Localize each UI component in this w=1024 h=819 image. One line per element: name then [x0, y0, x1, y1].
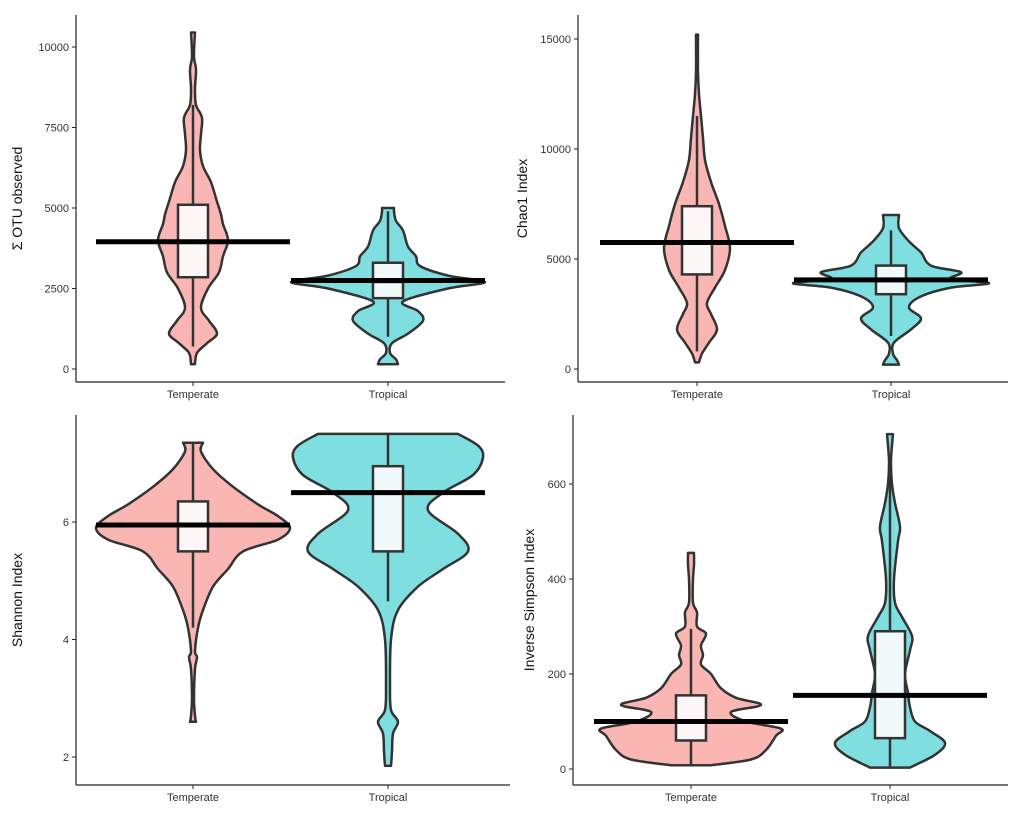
y-tick-label: 600	[548, 479, 566, 491]
panel-3: 2 4 6 Temperate Tropical Shannon Index	[9, 415, 510, 804]
x-tick-label: Temperate	[167, 792, 219, 804]
x-tick-label: Tropical	[369, 389, 408, 401]
violin-group-tropical	[289, 206, 487, 366]
violin-group-temperate	[600, 33, 794, 364]
y-tick-label: 15000	[540, 34, 571, 46]
violin-group-tropical	[791, 213, 991, 366]
box-tropical	[873, 630, 907, 740]
x-tick-label: Temperate	[167, 389, 219, 401]
y-axis-title: Σ OTU observed	[9, 147, 25, 251]
y-tick-label: 0	[560, 764, 566, 776]
panel-1: 0 2500 5000 7500 10000 Temperate Tropical Σ OTU…	[9, 15, 505, 401]
y-tick-label: 200	[548, 669, 566, 681]
x-tick-label: Tropical	[872, 389, 911, 401]
violin-group-tropical	[291, 432, 485, 768]
y-tick-label: 400	[548, 574, 566, 586]
y-tick-label: 0	[565, 364, 571, 376]
box-temperate	[674, 694, 708, 742]
violin-group-tropical	[793, 432, 987, 769]
y-tick-label: 6	[63, 517, 69, 529]
violin-group-temperate	[594, 551, 788, 767]
box-tropical	[371, 464, 405, 553]
y-tick-label: 10000	[540, 144, 571, 156]
violin-group-temperate	[96, 31, 290, 366]
y-axis-title: Shannon Index	[9, 553, 25, 647]
violin-group-temperate	[94, 441, 292, 724]
x-tick-label: Temperate	[665, 792, 717, 804]
y-axis-title: Inverse Simpson Index	[521, 529, 537, 671]
y-tick-label: 2	[63, 752, 69, 764]
y-tick-label: 4	[63, 635, 69, 647]
y-tick-label: 5000	[547, 254, 571, 266]
panel-2: 0 5000 10000 15000 Temperate Tropical Chao1 In…	[514, 15, 1008, 401]
y-tick-label: 5000	[45, 203, 69, 215]
y-axis-title: Chao1 Index	[514, 159, 530, 238]
x-tick-label: Temperate	[671, 389, 723, 401]
x-tick-label: Tropical	[871, 792, 910, 804]
y-tick-label: 7500	[45, 123, 69, 135]
x-tick-label: Tropical	[369, 792, 408, 804]
y-tick-label: 0	[63, 364, 69, 376]
y-tick-label: 10000	[38, 42, 69, 54]
panel-4: 0 200 400 600 Temperate Tropical Inverse Simps…	[521, 415, 1008, 804]
y-tick-label: 2500	[45, 284, 69, 296]
